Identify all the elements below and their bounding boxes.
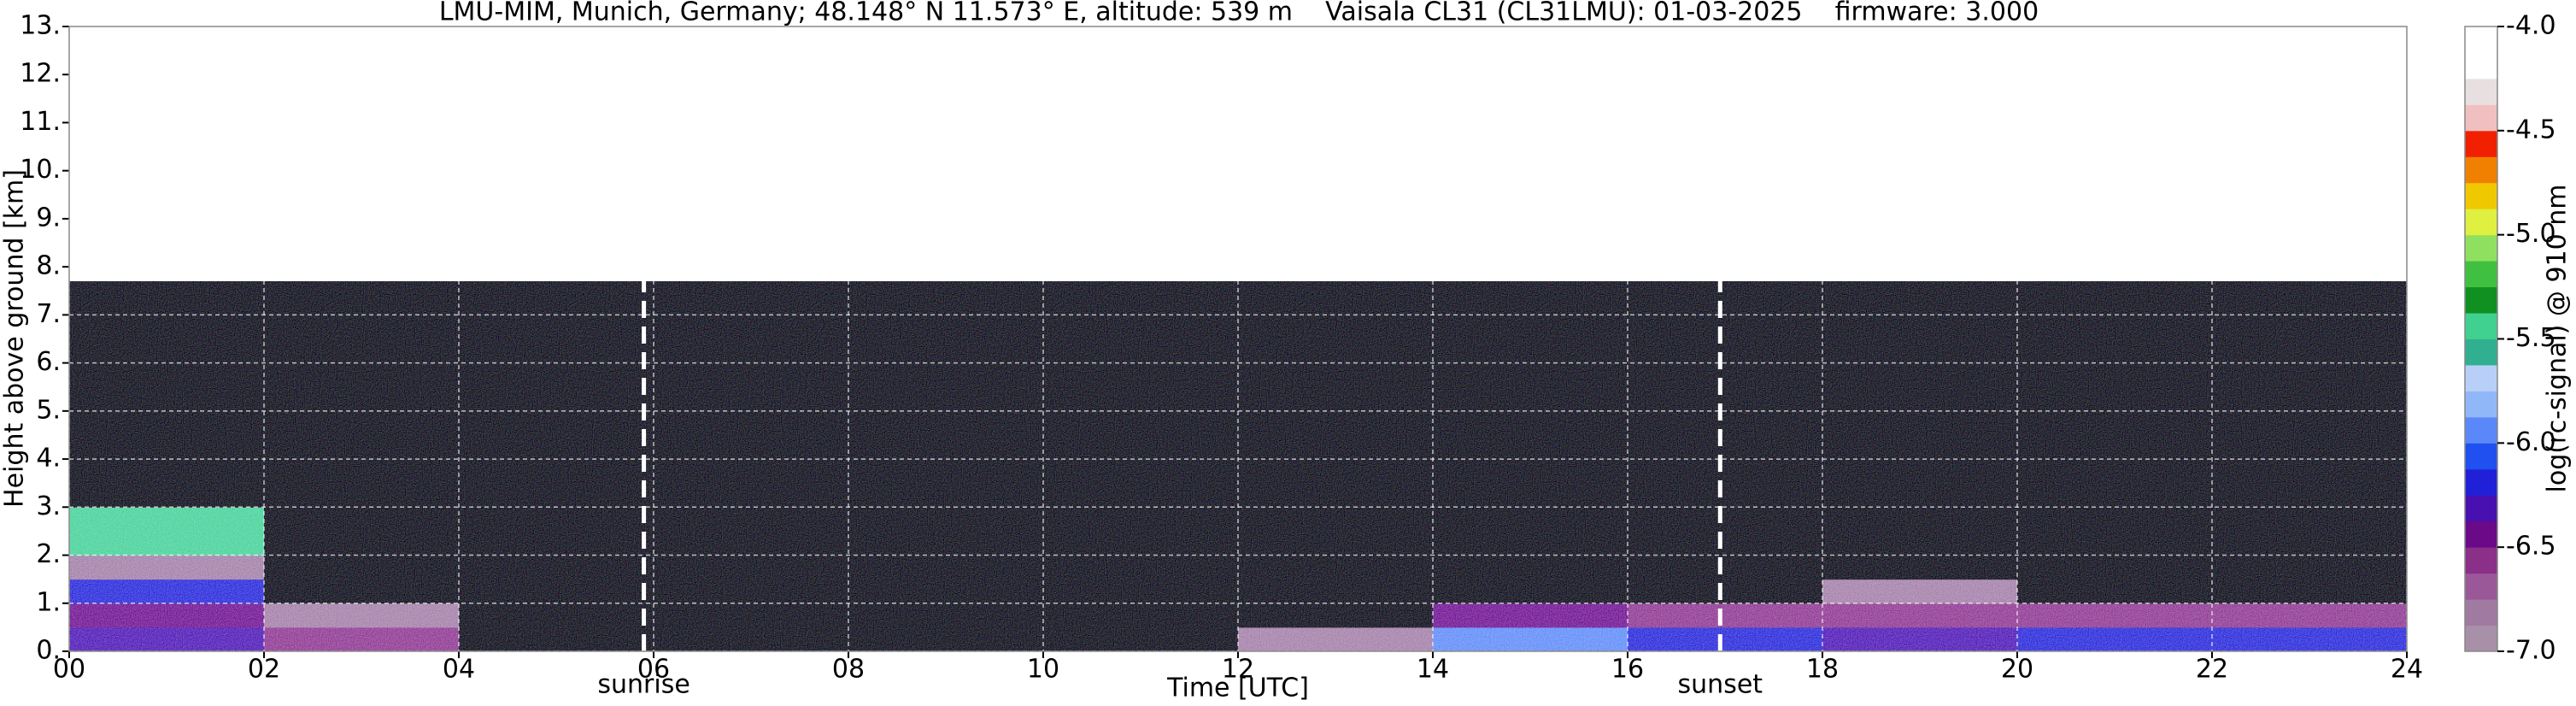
x-tick-label: 00 bbox=[53, 655, 85, 685]
colorbar-swatch bbox=[2465, 495, 2497, 522]
colorbar-swatch bbox=[2465, 547, 2497, 574]
x-tick-label: 20 bbox=[2001, 655, 2033, 685]
y-tick-label: 0. bbox=[36, 636, 61, 666]
plot-area: 0. 1. 2. 3. 4. 5. 6. 7. 8. 9. 10. 11. 12. 13. 00 02 04 06… bbox=[20, 11, 2555, 700]
x-tick-label: 10 bbox=[1027, 655, 1059, 685]
y-axis-label: Height above ground [km] bbox=[0, 169, 30, 508]
y-tick-label: 5. bbox=[36, 395, 61, 425]
colorbar-label: log(rc-signal) @ 910 nm bbox=[2543, 185, 2573, 493]
y-tick-label: 6. bbox=[36, 347, 61, 377]
colorbar-swatch bbox=[2465, 521, 2497, 548]
colorbar-tick-label: -4.0 bbox=[2506, 11, 2556, 41]
y-tick-label: 7. bbox=[36, 299, 61, 329]
y-tick-label: 8. bbox=[36, 251, 61, 281]
x-tick-label: 24 bbox=[2391, 655, 2423, 685]
y-tick-label: 10. bbox=[20, 155, 61, 185]
annotation-label: sunrise bbox=[597, 670, 689, 700]
colorbar-swatch bbox=[2465, 52, 2497, 79]
colorbar-swatch bbox=[2465, 391, 2497, 418]
colorbar-tick-label: -4.5 bbox=[2506, 115, 2556, 144]
x-tick-label: 14 bbox=[1417, 655, 1449, 685]
colorbar-swatch bbox=[2465, 261, 2497, 288]
x-tick-label: 06 bbox=[637, 655, 670, 685]
chart-title: LMU-MIM, Munich, Germany; 48.148° N 11.5… bbox=[439, 0, 2039, 27]
colorbar-tick-label: -7.0 bbox=[2506, 636, 2556, 666]
colorbar-swatch bbox=[2465, 234, 2497, 262]
colorbar-swatch bbox=[2465, 468, 2497, 496]
colorbar-swatch bbox=[2465, 599, 2497, 627]
x-axis-label: Time [UTC] bbox=[1166, 674, 1309, 703]
x-tick-label: 04 bbox=[443, 655, 475, 685]
colorbar-tick-label: -6.0 bbox=[2506, 427, 2556, 457]
colorbar-swatch bbox=[2465, 416, 2497, 444]
y-tick-label: 3. bbox=[36, 491, 61, 521]
x-tick-label: 18 bbox=[1806, 655, 1839, 685]
colorbar-swatch bbox=[2465, 286, 2497, 314]
colorbar-swatch bbox=[2465, 130, 2497, 157]
y-tick-label: 4. bbox=[36, 444, 61, 474]
y-tick-label: 1. bbox=[36, 587, 61, 617]
colorbar-swatch bbox=[2465, 104, 2497, 132]
colorbar-swatch bbox=[2465, 156, 2497, 184]
colorbar-swatch bbox=[2465, 182, 2497, 209]
x-tick-label: 02 bbox=[248, 655, 280, 685]
colorbar-swatch bbox=[2465, 26, 2497, 53]
y-tick-label: 11. bbox=[20, 107, 61, 137]
colorbar-tick-label: -6.5 bbox=[2506, 532, 2556, 562]
colorbar-tick-label: -5.5 bbox=[2506, 323, 2556, 353]
colorbar-swatch bbox=[2465, 338, 2497, 366]
y-tick-label: 2. bbox=[36, 539, 61, 569]
colorbar-swatch bbox=[2465, 364, 2497, 391]
x-tick-label: 12 bbox=[1222, 655, 1254, 685]
y-tick-label: 13. bbox=[20, 11, 61, 41]
annotation-label: sunset bbox=[1678, 670, 1763, 700]
colorbar-swatch bbox=[2465, 78, 2497, 105]
colorbar-swatch bbox=[2465, 443, 2497, 470]
y-tick-label: 9. bbox=[36, 203, 61, 232]
colorbar-tick-label: -5.0 bbox=[2506, 219, 2556, 249]
x-tick-label: 22 bbox=[2196, 655, 2228, 685]
plot-frame bbox=[68, 26, 2408, 652]
colorbar-swatch bbox=[2465, 625, 2497, 652]
y-tick-label: 12. bbox=[20, 59, 61, 89]
colorbar-swatch bbox=[2465, 573, 2497, 600]
x-tick-label: 16 bbox=[1611, 655, 1644, 685]
x-tick-label: 08 bbox=[832, 655, 865, 685]
colorbar-swatch bbox=[2465, 313, 2497, 339]
colorbar-swatch bbox=[2465, 209, 2497, 236]
